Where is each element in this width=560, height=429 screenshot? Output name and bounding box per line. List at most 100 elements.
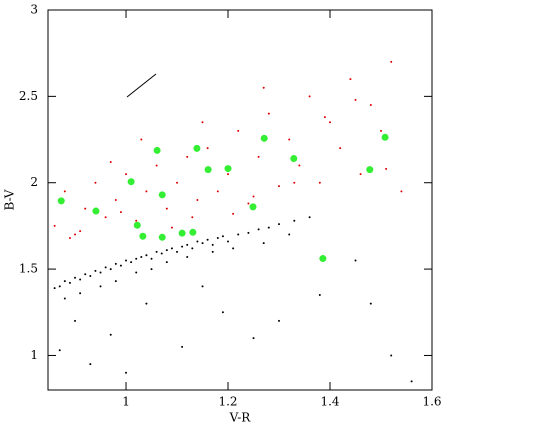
data-point <box>74 319 77 322</box>
data-point <box>204 166 212 174</box>
data-point <box>257 155 260 158</box>
data-point <box>150 268 153 271</box>
data-point <box>211 243 214 246</box>
data-point <box>224 165 232 173</box>
data-point <box>390 354 393 357</box>
data-point <box>201 242 204 245</box>
data-point <box>308 95 311 98</box>
data-point <box>79 292 82 295</box>
data-point <box>104 266 107 269</box>
data-point <box>262 86 265 89</box>
data-point <box>170 247 173 250</box>
y-tick-label: 2 <box>30 175 38 189</box>
data-point <box>267 112 270 115</box>
data-point <box>57 197 65 205</box>
data-point <box>366 166 374 174</box>
data-point <box>201 285 204 288</box>
data-point <box>323 116 326 119</box>
reddening-vector <box>126 73 157 98</box>
y-tick-label: 1.5 <box>19 262 38 276</box>
y-tick-label: 2.5 <box>19 89 38 103</box>
data-point <box>178 229 186 237</box>
y-axis-label: B-V <box>3 189 17 210</box>
data-point <box>354 259 357 262</box>
data-point <box>155 250 158 253</box>
data-point <box>158 191 166 199</box>
data-point <box>63 190 66 193</box>
data-point <box>133 221 141 229</box>
data-point <box>84 207 87 210</box>
data-point <box>140 256 143 258</box>
data-point <box>135 271 138 274</box>
data-point <box>206 147 209 150</box>
data-point <box>221 311 224 314</box>
data-point <box>84 273 87 276</box>
data-point <box>145 254 148 257</box>
data-point <box>165 249 168 252</box>
data-point <box>104 216 107 219</box>
data-point <box>109 161 112 163</box>
data-point <box>181 245 184 248</box>
data-point <box>63 297 66 300</box>
data-point <box>308 216 311 219</box>
data-point <box>79 278 82 281</box>
data-point <box>176 250 179 253</box>
data-point <box>252 195 255 198</box>
data-point <box>196 199 199 201</box>
data-point <box>232 247 235 250</box>
data-point <box>125 173 128 176</box>
data-point <box>262 242 265 245</box>
data-point <box>89 363 92 366</box>
data-point <box>381 133 389 141</box>
data-point <box>114 199 117 201</box>
data-point <box>58 349 61 352</box>
x-tick-label: 1 <box>122 395 130 409</box>
data-point <box>339 147 342 150</box>
data-point <box>127 178 135 186</box>
data-point <box>119 264 122 267</box>
data-point <box>58 285 61 288</box>
data-point <box>288 233 291 236</box>
x-tick-label: 1.6 <box>422 395 441 409</box>
data-point <box>89 275 92 277</box>
data-point <box>298 164 301 167</box>
data-point <box>140 138 143 141</box>
data-point <box>109 333 112 336</box>
data-point <box>369 302 372 305</box>
data-point <box>53 287 56 290</box>
data-point <box>145 302 148 305</box>
data-point <box>160 252 163 255</box>
data-point <box>176 181 179 184</box>
data-point <box>260 134 268 142</box>
data-point <box>125 371 128 374</box>
data-point <box>211 250 214 253</box>
data-point <box>290 155 298 163</box>
y-tick-label: 3 <box>30 3 38 17</box>
data-point <box>201 121 204 124</box>
data-point <box>278 319 281 322</box>
data-point <box>227 240 230 243</box>
data-point <box>216 190 219 193</box>
data-point <box>410 380 413 383</box>
data-point <box>170 226 173 229</box>
data-point <box>278 185 281 188</box>
data-point <box>189 228 197 236</box>
plot-frame <box>47 9 433 391</box>
data-point <box>329 121 332 124</box>
x-axis-label: V-R <box>229 411 252 425</box>
data-point <box>191 247 194 250</box>
data-point <box>318 294 321 296</box>
data-point <box>158 233 166 241</box>
data-point <box>249 203 257 211</box>
data-point <box>293 181 296 184</box>
data-point <box>130 261 133 264</box>
data-point <box>68 237 71 239</box>
data-point <box>354 98 357 101</box>
data-point <box>63 280 66 283</box>
data-point <box>216 237 219 239</box>
data-point <box>380 129 383 132</box>
data-point <box>92 207 100 215</box>
data-point <box>390 60 393 63</box>
data-point <box>385 167 388 170</box>
